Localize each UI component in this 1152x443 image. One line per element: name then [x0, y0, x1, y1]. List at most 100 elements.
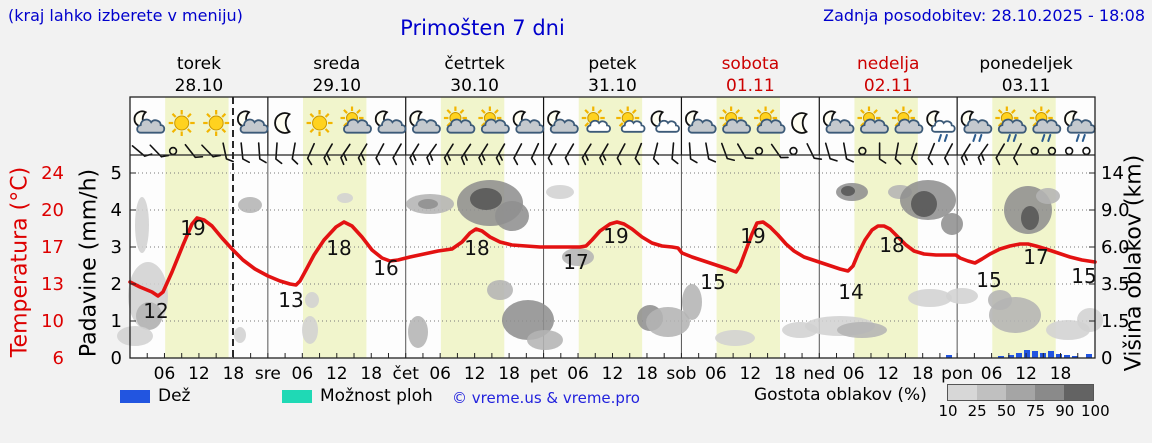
weather-icon-m [274, 112, 292, 134]
time-tick-label: 18 [360, 364, 382, 384]
temperature-value: 16 [373, 256, 398, 280]
cloud-blob [715, 330, 755, 346]
weather-icon-sc [719, 106, 752, 134]
wind-barb-icon [634, 142, 643, 166]
wind-barb-icon [720, 142, 736, 162]
gradient-scale-label: 10 [938, 402, 958, 420]
time-tick-label: 12 [326, 364, 348, 384]
temp-tick: 13 [41, 274, 64, 295]
weather-icon-mcr [1064, 110, 1096, 142]
cloud-blob [837, 322, 887, 338]
wind-barb-icon [375, 143, 385, 166]
menu-hint-note: (kraj lahko izberete v meniju) [8, 6, 243, 25]
weather-icon-mc [822, 110, 855, 134]
day-date: 30.10 [450, 76, 499, 96]
wind-barb-icon [927, 142, 936, 166]
time-tick-label: 06 [843, 364, 865, 384]
day-date: 31.10 [588, 76, 637, 96]
weather-icon-m [791, 112, 808, 134]
cloud-density-gradient-bar [947, 384, 1094, 401]
showers-legend-swatch [282, 390, 312, 403]
rain-bar [1024, 350, 1030, 358]
cloud-blob [302, 316, 318, 344]
wind-barb-icon [652, 142, 660, 165]
weather-icon-mc [133, 110, 166, 134]
wind-barb-icon [894, 142, 902, 165]
cloud-blob [1036, 188, 1060, 204]
time-tick-label: 12 [1015, 364, 1037, 384]
cloud-blob [502, 300, 554, 340]
last-update-text: Zadnja posodobitev: 28.10.2025 - 18:08 [823, 6, 1145, 25]
weather-icon-mc [236, 110, 269, 134]
temp-tick: 6 [53, 348, 64, 369]
temperature-value: 18 [464, 236, 489, 260]
wind-barb-icon [910, 142, 918, 166]
day-name: sobota [722, 54, 780, 74]
gradient-segment [1035, 385, 1064, 400]
cloud-blob [234, 327, 246, 343]
temperature-value: 19 [740, 224, 765, 248]
time-tick-label: 06 [567, 364, 589, 384]
precip-tick: 5 [111, 163, 122, 184]
rain-legend-label: Dež [158, 386, 191, 406]
cloud-height-tick: 0 [1101, 348, 1112, 369]
wind-barb-icon [671, 142, 679, 165]
copyright-text: © vreme.us & vreme.pro [452, 389, 640, 407]
cloud-blob [988, 290, 1012, 310]
day-abbr-label: čet [392, 364, 419, 384]
day-name: četrtek [444, 54, 505, 74]
weather-icon-s [306, 110, 333, 136]
weather-icon-mc [512, 110, 545, 134]
wind-barb-icon [824, 142, 838, 162]
gradient-scale-label: 75 [1026, 402, 1046, 420]
rain-legend-swatch [120, 390, 150, 403]
wind-barb-icon [222, 142, 234, 163]
cloud-blob [646, 307, 690, 337]
wind-barb-icon [943, 143, 954, 166]
day-name: ponedeljek [979, 54, 1073, 74]
day-date: 02.11 [864, 76, 913, 96]
wind-barbs-row [131, 142, 1091, 166]
cloud-blob [136, 302, 162, 330]
gradient-segment [977, 385, 1006, 400]
day-abbr-label: pet [530, 364, 558, 384]
cloud-blob [682, 284, 702, 320]
weather-icon-scw [581, 106, 611, 133]
wind-barb-icon [257, 142, 267, 164]
time-tick-label: 12 [464, 364, 486, 384]
cloud-blob [841, 186, 855, 196]
rain-bar [1008, 355, 1014, 358]
time-tick-label: 18 [1050, 364, 1072, 384]
rain-bar [1016, 353, 1022, 358]
temperature-value: 15 [976, 268, 1001, 292]
gradient-segment [948, 385, 977, 400]
cloud-blob [946, 288, 978, 304]
cloud-blob [908, 289, 952, 307]
wind-barb-icon [547, 143, 557, 166]
cloud-blob [911, 191, 937, 217]
weather-icon-s [203, 110, 230, 136]
cloud-blob [418, 199, 438, 209]
weather-icon-mc [685, 110, 717, 134]
time-tick-label: 06 [981, 364, 1003, 384]
rain-bar [946, 355, 952, 358]
gradient-segment [1064, 385, 1093, 400]
weather-icon-sc [891, 106, 924, 134]
day-date: 28.10 [175, 76, 224, 96]
time-tick-label: 06 [705, 364, 727, 384]
rain-bars [946, 350, 1092, 358]
rain-bar [1056, 354, 1062, 358]
wind-barb-icon [275, 142, 283, 165]
day-abbr-label: pon [941, 364, 973, 384]
cloud-blob [941, 213, 963, 235]
time-tick-label: 06 [292, 364, 314, 384]
weather-icon-s [168, 110, 195, 136]
time-tick-label: 18 [912, 364, 934, 384]
wind-barb-icon [291, 142, 299, 165]
cloud-blob [487, 280, 513, 300]
precip-tick: 4 [111, 200, 122, 221]
weather-icon-scr [1029, 106, 1062, 142]
weather-icon-sc [478, 106, 510, 134]
cloud-height-tick: 1.5 [1101, 311, 1130, 332]
